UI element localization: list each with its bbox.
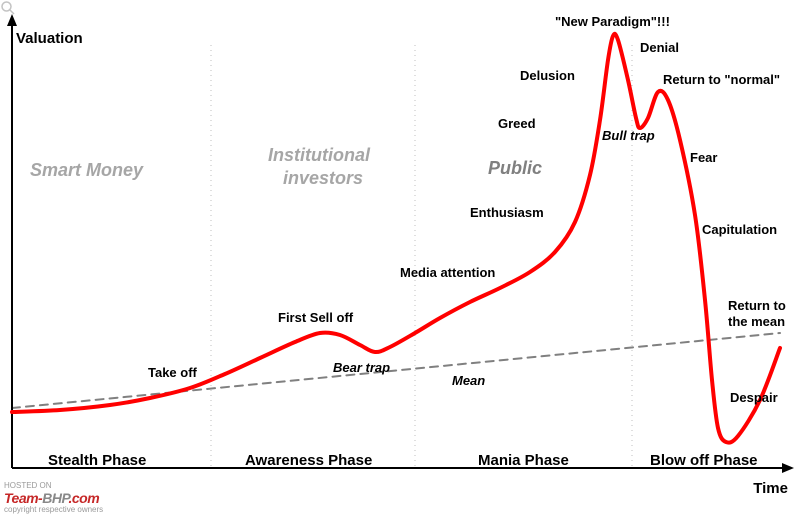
mean-label: Mean (452, 373, 485, 388)
curve-point-label: Return to "normal" (663, 72, 780, 87)
curve-point-label: Media attention (400, 265, 495, 280)
curve-point-label: Enthusiasm (470, 205, 544, 220)
curve-point-label: Bull trap (602, 128, 655, 143)
watermark: HOSTED ON Team-BHP.com copyright respect… (4, 482, 103, 515)
curve-point-label: Denial (640, 40, 679, 55)
category-label: Smart Money (30, 160, 143, 181)
curve-point-label: Delusion (520, 68, 575, 83)
category-label: Public (488, 158, 542, 179)
curve-point-label: the mean (728, 314, 785, 329)
curve-point-label: Return to (728, 298, 786, 313)
bubble-chart: Valuation Time Mean Smart Money Instituti… (0, 0, 800, 519)
category-label: Institutional (268, 145, 370, 166)
phase-label: Stealth Phase (48, 452, 146, 469)
x-axis-label: Time (753, 480, 788, 497)
phase-label: Mania Phase (478, 452, 569, 469)
curve-point-label: First Sell off (278, 310, 353, 325)
curve-point-label: Greed (498, 116, 536, 131)
watermark-rights: copyright respective owners (4, 506, 103, 515)
curve-point-label: Bear trap (333, 360, 390, 375)
watermark-brand: Team-BHP.com (4, 491, 103, 506)
curve-point-label: Despair (730, 390, 778, 405)
phase-label: Awareness Phase (245, 452, 372, 469)
zoom-icon (0, 0, 16, 16)
curve-point-label: Take off (148, 365, 197, 380)
curve-point-label: Capitulation (702, 222, 777, 237)
phase-label: Blow off Phase (650, 452, 758, 469)
curve-point-label: Fear (690, 150, 717, 165)
category-label: investors (283, 168, 363, 189)
y-axis-label: Valuation (16, 30, 83, 47)
curve-point-label: "New Paradigm"!!! (555, 14, 670, 29)
